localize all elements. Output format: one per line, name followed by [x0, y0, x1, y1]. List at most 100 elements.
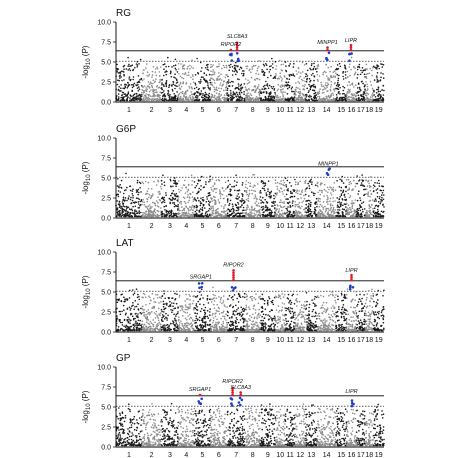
snp-point: [262, 180, 264, 183]
snp-point: [139, 187, 141, 189]
panel-title: RG: [116, 8, 131, 19]
snp-point: [292, 200, 294, 202]
snp-point: [128, 306, 131, 309]
snp-point: [122, 196, 125, 198]
snp-point: [191, 180, 193, 182]
snp-point: [286, 189, 289, 191]
snp-point: [186, 98, 189, 101]
snp-point: [222, 64, 225, 67]
snp-point: [184, 212, 187, 214]
snp-point: [286, 179, 289, 182]
snp-point: [212, 195, 215, 198]
snp-point: [218, 63, 220, 65]
snp-point: [333, 70, 336, 72]
snp-point: [122, 304, 125, 307]
x-tick-label: 19: [375, 223, 383, 230]
snp-point: [280, 80, 283, 82]
snp-point: [149, 209, 152, 212]
snp-point: [381, 63, 383, 66]
snp-point: [279, 199, 282, 201]
snp-point: [153, 81, 156, 84]
snp-point: [142, 211, 144, 214]
snp-point: [317, 191, 319, 194]
snp-point: [214, 211, 217, 214]
snp-point: [193, 205, 196, 208]
snp-point: [195, 200, 198, 202]
snp-point: [213, 71, 216, 74]
snp-point: [161, 78, 163, 81]
snp-point: [117, 190, 120, 192]
peak-label: LIPR: [345, 38, 357, 44]
snp-point: [241, 86, 244, 89]
snp-point: [382, 198, 385, 201]
snp-point: [218, 72, 220, 74]
snp-point: [153, 297, 155, 300]
snp-point: [124, 298, 126, 301]
snp-point: [330, 194, 333, 196]
snp-point: [358, 63, 361, 66]
snp-point: [135, 305, 138, 308]
snp-point: [162, 91, 164, 94]
snp-point: [245, 65, 247, 68]
snp-point: [286, 77, 288, 80]
snp-point: [188, 318, 191, 320]
snp-point: [219, 97, 221, 100]
snp-point: [145, 329, 147, 332]
snp-point: [376, 77, 378, 79]
snp-point: [316, 78, 319, 81]
snp-point: [211, 77, 213, 80]
snp-point: [118, 90, 121, 92]
snp-point: [119, 321, 122, 324]
snp-point: [336, 215, 339, 218]
snp-point: [264, 189, 266, 192]
snp-point: [215, 179, 218, 182]
snp-point: [168, 197, 171, 200]
snp-point: [348, 95, 350, 98]
snp-point: [137, 319, 140, 322]
x-tick-label: 5: [200, 107, 204, 114]
snp-point: [235, 70, 238, 72]
snp-point: [265, 63, 267, 65]
snp-point: [195, 86, 198, 89]
snp-point: [137, 188, 140, 191]
snp-point: [266, 85, 269, 87]
snp-point: [207, 69, 210, 71]
snp-point: [259, 97, 262, 99]
snp-point: [251, 208, 253, 211]
snp-point: [191, 98, 194, 100]
panel-title: G6P: [116, 124, 136, 135]
snp-point: [309, 80, 311, 83]
snp-point: [329, 70, 331, 73]
snp-point: [188, 96, 190, 98]
x-tick-label: 14: [323, 223, 331, 230]
snp-point: [245, 183, 247, 186]
snp-point: [307, 211, 309, 213]
snp-point: [346, 70, 349, 73]
snp-point: [186, 318, 188, 321]
snp-point: [321, 191, 323, 194]
snp-point: [208, 181, 210, 183]
snp-point: [131, 215, 133, 218]
snp-point: [308, 78, 311, 80]
snp-point: [117, 97, 120, 100]
snp-point: [335, 72, 337, 74]
snp-point: [198, 180, 200, 182]
snp-point: [127, 321, 130, 323]
snp-point: [147, 212, 150, 214]
snp-point: [154, 95, 157, 97]
snp-point: [265, 193, 268, 196]
snp-point: [368, 186, 371, 189]
snp-point: [263, 185, 266, 188]
snp-point: [184, 179, 186, 182]
snp-point: [338, 99, 341, 101]
x-tick-label: 14: [323, 107, 331, 114]
snp-point: [330, 210, 333, 213]
snp-point: [272, 66, 274, 69]
snp-point: [172, 81, 175, 83]
snp-point: [252, 89, 255, 91]
snp-point: [200, 197, 202, 200]
snp-point: [319, 193, 322, 196]
snp-point: [147, 319, 150, 321]
snp-point: [348, 183, 351, 186]
snp-point: [194, 199, 196, 201]
